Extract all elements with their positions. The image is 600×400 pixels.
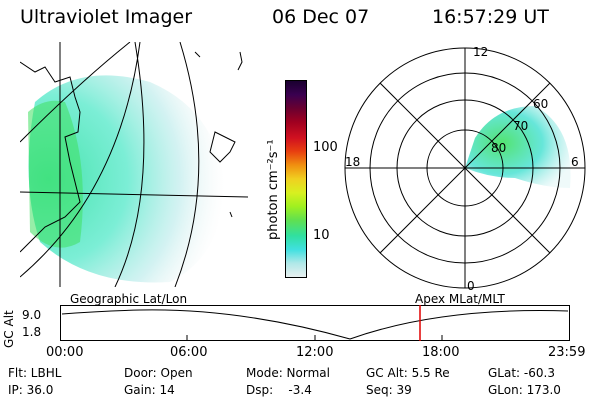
altitude-timeline <box>60 305 570 341</box>
mlt-label-12: 12 <box>473 45 488 59</box>
status-dsp: Dsp: -3.4 <box>246 383 312 397</box>
timeline-xtick-0600: 06:00 <box>170 345 208 360</box>
altitude-curve <box>61 309 569 340</box>
emission-bright-core <box>28 100 83 248</box>
status-gc-alt: GC Alt: 5.5 Re <box>366 366 450 380</box>
timeline-xtick-2359: 23:59 <box>548 345 586 360</box>
status-filter: Flt: LBHL <box>8 366 62 380</box>
polar-mlat-mlt-plot: 12 0 18 6 60 70 80 <box>344 45 586 293</box>
timeline-y-label: GC Alt <box>2 310 16 348</box>
coastlines <box>20 51 243 253</box>
timeline-ytick-high: 9.0 <box>22 308 42 322</box>
colorbar-tick-10: 10 <box>313 228 330 243</box>
time-label: 16:57:29 UT <box>432 6 549 28</box>
colorbar <box>285 80 307 278</box>
status-gain: Gain: 14 <box>124 383 175 397</box>
date-label: 06 Dec 07 <box>272 6 370 28</box>
status-ip: IP: 36.0 <box>8 383 54 397</box>
mlt-label-6: 6 <box>571 155 579 169</box>
timeline-xtick-0000: 00:00 <box>46 345 84 360</box>
status-seq: Seq: 39 <box>366 383 412 397</box>
timeline-left-title: Geographic Lat/Lon <box>70 292 188 306</box>
mlat-label-80: 80 <box>491 141 506 155</box>
status-glon: GLon: 173.0 <box>488 383 561 397</box>
mlat-label-70: 70 <box>513 119 528 133</box>
mlt-label-18: 18 <box>345 155 360 169</box>
status-door: Door: Open <box>124 366 193 380</box>
mlat-label-60: 60 <box>533 97 548 111</box>
polar-grid <box>344 47 586 289</box>
colorbar-tick-100: 100 <box>313 140 338 155</box>
instrument-title: Ultraviolet Imager <box>20 6 193 28</box>
colorbar-unit-label: photon cm⁻²s⁻¹ <box>266 139 281 240</box>
status-mode: Mode: Normal <box>246 366 330 380</box>
lat-lon-grid <box>20 42 248 287</box>
timeline-xtick-1200: 12:00 <box>296 345 334 360</box>
geographic-auroral-image <box>20 42 248 287</box>
status-glat: GLat: -60.3 <box>488 366 555 380</box>
timeline-xtick-1800: 18:00 <box>422 345 460 360</box>
timeline-ytick-low: 1.8 <box>22 325 42 339</box>
mlt-label-0: 0 <box>467 279 475 293</box>
timeline-right-title: Apex MLat/MLT <box>415 292 505 306</box>
